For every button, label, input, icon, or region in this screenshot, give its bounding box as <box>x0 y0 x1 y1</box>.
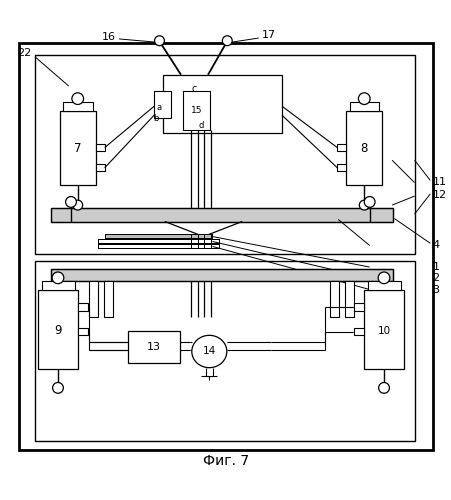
Bar <box>98 239 219 244</box>
Circle shape <box>222 36 232 46</box>
Circle shape <box>52 382 63 394</box>
Bar <box>51 269 392 281</box>
Bar <box>336 144 345 151</box>
Text: 2: 2 <box>432 274 439 283</box>
Text: 14: 14 <box>202 346 216 356</box>
Circle shape <box>52 272 64 283</box>
Bar <box>163 75 281 133</box>
Circle shape <box>65 196 76 207</box>
Bar <box>41 280 74 290</box>
Bar <box>98 244 219 248</box>
Bar <box>183 92 210 130</box>
Bar <box>344 282 353 318</box>
Bar <box>35 54 414 254</box>
Text: 17: 17 <box>261 30 275 40</box>
Text: 11: 11 <box>432 176 446 186</box>
Circle shape <box>154 36 164 46</box>
Bar <box>38 290 78 369</box>
Text: d: d <box>198 120 203 130</box>
Bar <box>60 111 96 185</box>
Text: 7: 7 <box>74 142 81 154</box>
Bar <box>98 239 219 244</box>
Bar <box>96 144 105 151</box>
Text: 15: 15 <box>191 106 202 116</box>
Ellipse shape <box>191 336 226 368</box>
Bar <box>329 282 338 318</box>
Bar <box>105 234 212 238</box>
Bar <box>336 164 345 172</box>
Bar <box>78 328 87 336</box>
Text: 3: 3 <box>432 284 438 294</box>
Circle shape <box>72 93 83 104</box>
Bar <box>51 208 392 222</box>
Text: 4: 4 <box>432 240 439 250</box>
Bar <box>89 282 98 318</box>
Bar <box>364 290 403 369</box>
Circle shape <box>359 200 368 210</box>
Text: 13: 13 <box>147 342 161 352</box>
Text: 22: 22 <box>17 48 31 58</box>
Bar <box>349 102 378 111</box>
Text: 1: 1 <box>432 262 438 272</box>
Text: a: a <box>156 102 161 112</box>
Circle shape <box>358 93 369 104</box>
Circle shape <box>73 200 83 210</box>
Circle shape <box>377 272 389 283</box>
Bar <box>63 102 92 111</box>
Text: 9: 9 <box>54 324 62 338</box>
Bar <box>367 280 400 290</box>
Bar <box>98 244 219 248</box>
Bar <box>154 90 171 118</box>
Bar <box>128 331 179 363</box>
Bar <box>78 304 87 310</box>
Bar <box>35 261 414 441</box>
Bar <box>105 234 212 238</box>
Text: 16: 16 <box>102 32 116 42</box>
Text: 12: 12 <box>432 190 446 200</box>
Bar <box>51 208 392 222</box>
Text: 8: 8 <box>360 142 367 154</box>
Circle shape <box>364 196 374 207</box>
Bar <box>354 304 364 310</box>
Circle shape <box>378 382 389 394</box>
Bar <box>104 282 112 318</box>
Bar <box>354 328 364 336</box>
Text: b: b <box>153 114 159 123</box>
Text: c: c <box>191 84 197 94</box>
Bar <box>96 164 105 172</box>
Text: Фиг. 7: Фиг. 7 <box>202 454 249 468</box>
Bar <box>51 269 392 281</box>
Bar <box>345 111 382 185</box>
Text: 10: 10 <box>377 326 390 336</box>
